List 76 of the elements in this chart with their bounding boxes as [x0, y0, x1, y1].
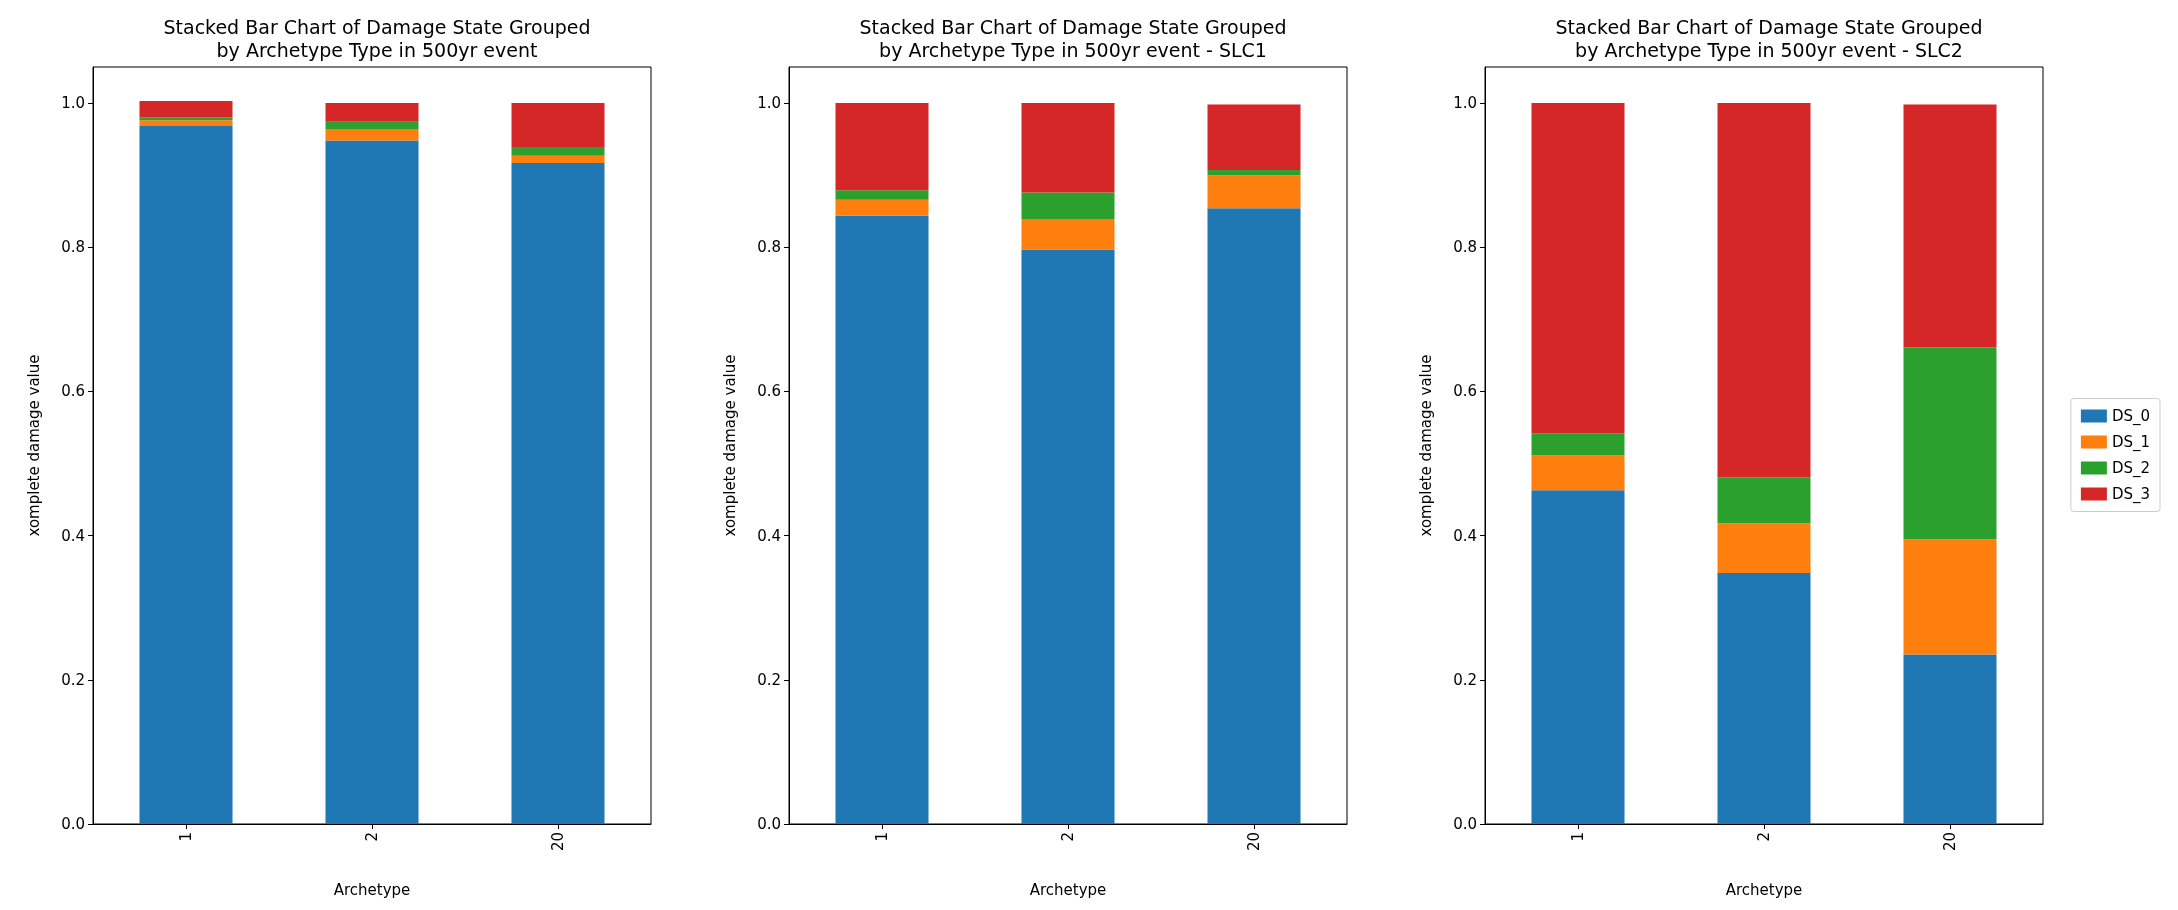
y-tick-label: 1.0: [757, 94, 781, 113]
y-tick-label: 0.0: [757, 815, 781, 833]
x-tick-label: 1: [873, 832, 891, 842]
chart-title: Stacked Bar Chart of Damage State Grouped by Archetype Type in 500yr event - SLC2: [1555, 15, 1983, 61]
bar: [1717, 523, 1811, 574]
bar: [511, 162, 605, 824]
y-tick-label: 1.0: [1453, 94, 1477, 113]
x-axis-title: Archetype: [333, 880, 411, 899]
y-tick-label: 0.4: [757, 526, 781, 545]
x-tick-label: 1: [1569, 832, 1587, 842]
y-tick-label: 0.0: [61, 815, 85, 833]
bar: [511, 147, 605, 156]
legend-label: DS_0: [2111, 407, 2151, 426]
y-axis-title: xomplete damage value: [720, 354, 739, 537]
x-tick-label: 1: [177, 832, 195, 842]
bar: [1903, 347, 1997, 540]
chart-title: Stacked Bar Chart of Damage State Grouped by Archetype Type in 500yr event - SLC1: [859, 15, 1287, 61]
legend-label: DS_1: [2111, 433, 2151, 452]
bar: [835, 215, 929, 824]
x-tick-label: 20: [1245, 832, 1263, 852]
x-tick-label: 20: [1941, 832, 1959, 852]
bar: [1207, 208, 1301, 824]
x-axis-title: Archetype: [1029, 880, 1107, 899]
bar: [325, 103, 419, 122]
chart-title: Stacked Bar Chart of Damage State Grouped by Archetype Type in 500yr event: [163, 15, 591, 61]
bar: [835, 103, 929, 191]
y-tick-label: 0.6: [61, 382, 85, 401]
bar: [1531, 490, 1625, 824]
bar: [1021, 219, 1115, 250]
legend-label: DS_2: [2111, 459, 2151, 478]
y-tick-label: 0.0: [1453, 815, 1477, 833]
bar: [1903, 104, 1997, 348]
y-tick-label: 0.2: [61, 670, 85, 689]
bar: [835, 190, 929, 200]
y-tick-label: 0.8: [1453, 238, 1477, 257]
y-tick-label: 0.8: [757, 238, 781, 257]
bar: [1021, 249, 1115, 824]
y-axis-title: xomplete damage value: [24, 354, 43, 537]
x-axis-title: Archetype: [1725, 880, 1803, 899]
y-tick-label: 0.2: [757, 670, 781, 689]
bar: [1207, 170, 1301, 176]
bar: [1717, 103, 1811, 478]
y-tick-label: 0.4: [61, 526, 85, 545]
bar: [325, 129, 419, 141]
x-tick-label: 20: [549, 832, 567, 852]
bar: [1021, 103, 1115, 193]
bar: [1531, 433, 1625, 456]
bar: [1903, 654, 1997, 824]
x-tick-label: 2: [1755, 832, 1773, 842]
bar: [1531, 455, 1625, 491]
bar: [1903, 539, 1997, 655]
x-tick-label: 2: [363, 832, 381, 842]
bar: [139, 117, 233, 121]
y-tick-label: 0.8: [61, 238, 85, 257]
bar: [835, 199, 929, 216]
bar: [139, 100, 233, 118]
y-tick-label: 0.2: [1453, 670, 1477, 689]
bar: [139, 120, 233, 127]
bar: [511, 103, 605, 148]
y-tick-label: 0.6: [757, 382, 781, 401]
bar: [325, 140, 419, 824]
legend-label: DS_3: [2111, 485, 2151, 504]
bar: [325, 121, 419, 129]
bar: [139, 126, 233, 824]
bar: [1531, 103, 1625, 434]
bar: [511, 155, 605, 163]
y-tick-label: 0.4: [1453, 526, 1477, 545]
y-tick-label: 1.0: [61, 94, 85, 113]
y-axis-title: xomplete damage value: [1416, 354, 1435, 537]
bar: [1207, 175, 1301, 209]
bar: [1207, 104, 1301, 171]
x-tick-label: 2: [1059, 832, 1077, 842]
bar: [1717, 477, 1811, 524]
bar: [1021, 192, 1115, 220]
y-tick-label: 0.6: [1453, 382, 1477, 401]
bar: [1717, 573, 1811, 824]
